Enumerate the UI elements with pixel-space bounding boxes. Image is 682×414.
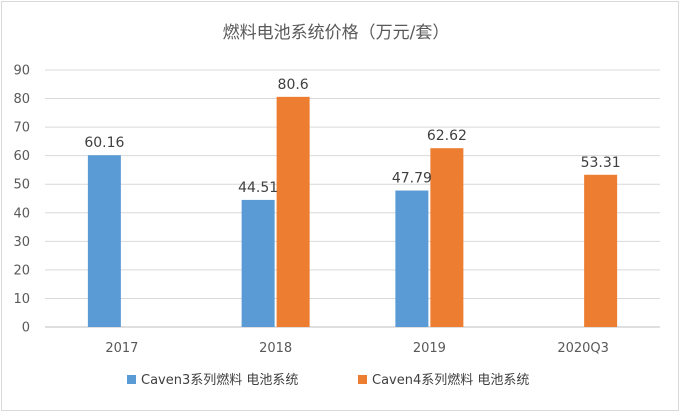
data-label: 80.6	[278, 77, 309, 93]
bar-series-0-2018	[241, 199, 275, 327]
bar-series-0-2019	[395, 190, 429, 327]
y-tick-label: 90	[13, 64, 30, 79]
legend-swatch-caven4	[358, 375, 367, 384]
y-tick-label: 30	[13, 235, 30, 250]
y-axis-tick-labels: 0 10 20 30 40 50 60 70 80 90	[13, 64, 30, 336]
legend-label-caven4: Caven4系列燃料 电池系统	[372, 372, 529, 388]
data-labels: 60.16 44.51 80.6 47.79 62.62 53.31	[84, 77, 620, 196]
y-tick-label: 50	[13, 178, 30, 193]
x-tick-label: 2020Q3	[557, 341, 609, 356]
y-tick-label: 70	[13, 121, 30, 136]
y-tick-label: 80	[13, 92, 30, 107]
y-tick-label: 40	[13, 206, 30, 221]
bar-series-1-2018	[276, 96, 310, 327]
data-label: 44.51	[238, 180, 278, 196]
bar-series-1-2020Q3	[584, 174, 618, 327]
x-axis-tick-labels: 2017 2018 2019 2020Q3	[105, 341, 609, 356]
grid-lines	[45, 69, 660, 328]
y-tick-label: 60	[13, 149, 30, 164]
x-tick-label: 2018	[259, 341, 292, 356]
data-label: 62.62	[427, 128, 467, 144]
legend-label-caven3: Caven3系列燃料 电池系统	[141, 372, 298, 388]
chart-title: 燃料电池系统价格（万元/套）	[223, 23, 450, 43]
y-tick-label: 10	[13, 292, 30, 307]
x-tick-label: 2019	[413, 341, 446, 356]
data-label: 60.16	[84, 135, 124, 151]
legend: Caven3系列燃料 电池系统 Caven4系列燃料 电池系统	[127, 372, 529, 388]
data-label: 47.79	[392, 171, 432, 187]
bars	[87, 96, 618, 327]
data-label: 53.31	[581, 155, 621, 171]
legend-swatch-caven3	[127, 375, 136, 384]
bar-series-0-2017	[87, 155, 121, 327]
x-tick-label: 2017	[105, 341, 138, 356]
y-tick-label: 20	[13, 263, 30, 278]
bar-series-1-2019	[430, 148, 464, 327]
y-tick-label: 0	[22, 321, 30, 336]
